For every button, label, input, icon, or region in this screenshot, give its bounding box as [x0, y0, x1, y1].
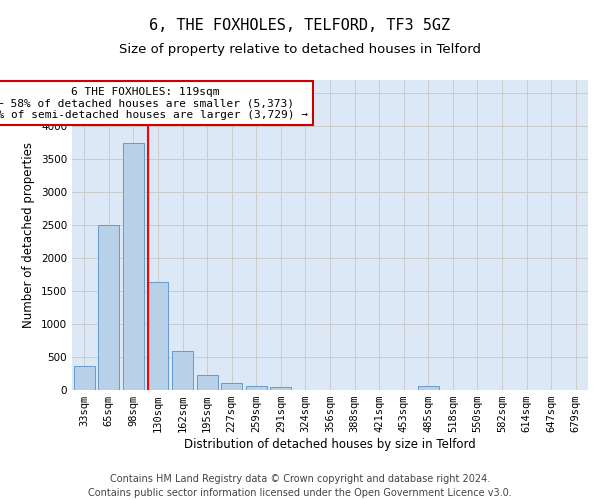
- Bar: [123, 142, 144, 390]
- Bar: [98, 225, 119, 390]
- Text: 6 THE FOXHOLES: 119sqm
← 58% of detached houses are smaller (5,373)
41% of semi-: 6 THE FOXHOLES: 119sqm ← 58% of detached…: [0, 86, 308, 120]
- Bar: [418, 386, 439, 390]
- X-axis label: Distribution of detached houses by size in Telford: Distribution of detached houses by size …: [184, 438, 476, 451]
- Y-axis label: Number of detached properties: Number of detached properties: [22, 142, 35, 328]
- Bar: [271, 386, 292, 390]
- Bar: [221, 382, 242, 390]
- Text: 6, THE FOXHOLES, TELFORD, TF3 5GZ: 6, THE FOXHOLES, TELFORD, TF3 5GZ: [149, 18, 451, 32]
- Bar: [148, 282, 169, 390]
- Bar: [197, 376, 218, 390]
- Bar: [172, 351, 193, 390]
- Bar: [246, 386, 267, 390]
- Text: Size of property relative to detached houses in Telford: Size of property relative to detached ho…: [119, 42, 481, 56]
- Text: Contains HM Land Registry data © Crown copyright and database right 2024.
Contai: Contains HM Land Registry data © Crown c…: [88, 474, 512, 498]
- Bar: [74, 366, 95, 390]
